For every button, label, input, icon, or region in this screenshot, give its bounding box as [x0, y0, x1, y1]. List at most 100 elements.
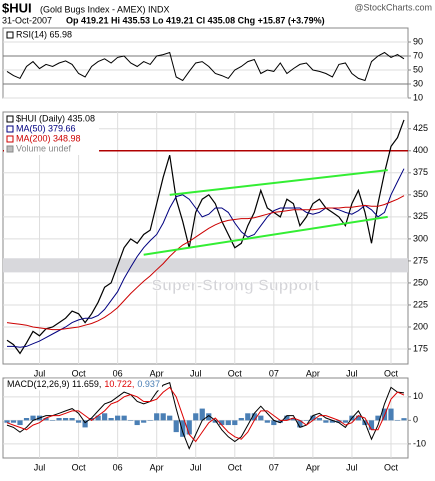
histogram-bar [212, 420, 218, 423]
histogram-bar [43, 418, 49, 421]
legend-swatch [6, 145, 14, 153]
legend-box [4, 113, 100, 155]
histogram-bar [10, 420, 17, 423]
histogram-bar [102, 413, 108, 421]
histogram-bar [30, 415, 36, 421]
symbol: $HUI [2, 0, 32, 15]
legend: MACD(12,26,9) 11.659, 10.722, 0.937 [7, 379, 160, 389]
legend-entry: Volume undef [16, 143, 72, 153]
x-tick-label: Apr [306, 462, 320, 472]
y-tick-label: 300 [413, 233, 428, 243]
x-tick-label: Apr [306, 368, 320, 378]
histogram-bar [56, 418, 62, 421]
legend-swatch [6, 31, 14, 39]
series-line [6, 51, 405, 82]
y-tick-label: 50 [413, 64, 423, 74]
source: @StockCharts.com [354, 2, 432, 12]
histogram-bar [95, 415, 101, 421]
legend-group: RSI(14) 65.98 [4, 29, 77, 41]
histogram-bar [75, 420, 82, 423]
histogram-bar [336, 420, 342, 423]
histogram-bar [89, 418, 95, 421]
trend-line [169, 169, 388, 196]
quote: Op 419.21 Hi 435.53 Lo 419.21 Cl 435.08 … [66, 15, 325, 25]
y-tick-label: 350 [413, 189, 428, 199]
histogram-bar [134, 420, 140, 426]
histogram-bar [271, 420, 277, 426]
histogram-bar [238, 418, 244, 421]
histogram-bar [251, 413, 257, 421]
histogram-bar [23, 418, 30, 421]
y-tick-label: 425 [413, 123, 428, 133]
y-tick-label: 175 [413, 343, 428, 353]
legend-entry: 10.722, [104, 379, 134, 389]
x-tick-label: Jul [34, 462, 46, 472]
y-tick-label: 275 [413, 255, 428, 265]
histogram-bar [219, 420, 225, 426]
histogram-bar [121, 415, 127, 421]
support-band [3, 258, 408, 273]
series-line [6, 386, 405, 443]
histogram-bar [147, 420, 153, 421]
x-tick-label: Jul [190, 462, 202, 472]
x-tick-label: Jul [34, 368, 46, 378]
histogram-bar [115, 415, 121, 421]
y-tick-label: 90 [413, 36, 423, 46]
histogram-bar [108, 418, 114, 421]
histogram-bar [245, 413, 251, 421]
histogram-bar [310, 415, 316, 421]
y-tick-label: 250 [413, 277, 428, 287]
y-tick-label: 325 [413, 211, 428, 221]
histogram-bar [316, 418, 322, 421]
series-line [6, 195, 405, 331]
histogram-bar [160, 413, 166, 421]
band-label: Super-Strong Support [152, 278, 321, 295]
index-name: (Gold Bugs Index - AMEX) INDX [40, 4, 170, 14]
y-tick-label: 225 [413, 299, 428, 309]
histogram-bar [329, 420, 336, 423]
histogram-bar [394, 420, 401, 421]
histogram-bar [186, 420, 192, 435]
histogram-bar [290, 418, 296, 421]
histogram-bar [303, 420, 309, 421]
histogram-bar [17, 420, 23, 426]
legend-swatch [6, 135, 14, 143]
x-tick-label: Oct [228, 368, 243, 378]
x-tick-label: Oct [72, 462, 87, 472]
histogram-bar [49, 420, 56, 421]
histogram-bar [62, 418, 69, 421]
histogram-bar [258, 415, 264, 421]
histogram-bar [323, 420, 329, 423]
y-tick-label: 30 [413, 78, 423, 88]
x-tick-label: Jul [346, 368, 358, 378]
legend-swatch [6, 115, 14, 123]
legend-entry: $HUI (Daily) 435.08 [16, 113, 95, 123]
x-tick-label: Apr [150, 368, 164, 378]
legend-entry: RSI(14) 65.98 [16, 29, 72, 39]
histogram-bar [342, 420, 349, 423]
histogram-bar [401, 418, 407, 421]
histogram-bar [180, 420, 186, 437]
y-tick-label: 10 [413, 391, 423, 401]
x-tick-label: 06 [113, 462, 123, 472]
x-tick-label: Jul [190, 368, 202, 378]
legend-entry: MACD(12,26,9) 11.659, [7, 379, 101, 389]
histogram-bar [232, 420, 238, 426]
histogram-bar [297, 420, 303, 428]
histogram-bar [388, 408, 394, 421]
x-tick-label: Oct [384, 368, 399, 378]
trend-line [143, 215, 388, 256]
legend-entry: MA(50) 379.66 [16, 123, 76, 133]
legend-swatch [6, 125, 14, 133]
x-tick-label: 07 [269, 368, 279, 378]
y-tick-label: 70 [413, 50, 423, 60]
histogram-bar [82, 420, 88, 428]
series-line [6, 382, 405, 450]
y-tick-label: 375 [413, 167, 428, 177]
histogram-bar [375, 415, 381, 421]
series-line [6, 119, 405, 355]
x-tick-label: Oct [72, 368, 87, 378]
y-tick-label: 400 [413, 145, 428, 155]
